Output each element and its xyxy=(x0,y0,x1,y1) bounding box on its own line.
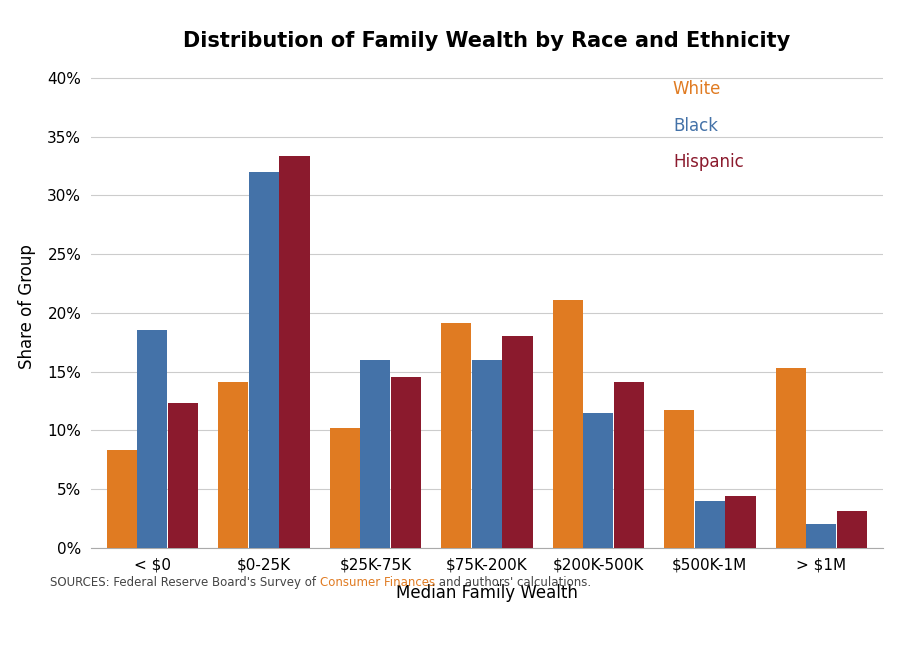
Bar xyxy=(664,411,694,548)
Bar xyxy=(248,172,278,548)
Bar xyxy=(329,428,359,548)
Bar xyxy=(168,403,198,548)
Bar xyxy=(502,337,532,548)
Bar xyxy=(137,331,167,548)
Text: White: White xyxy=(672,81,722,98)
Bar xyxy=(218,382,248,548)
Bar xyxy=(552,300,582,548)
Bar xyxy=(695,501,725,548)
Text: and authors' calculations.: and authors' calculations. xyxy=(435,576,592,589)
Text: Hispanic: Hispanic xyxy=(672,152,743,171)
Bar xyxy=(471,360,502,548)
Text: Federal Reserve Bank: Federal Reserve Bank xyxy=(20,626,204,640)
X-axis label: Median Family Wealth: Median Family Wealth xyxy=(396,583,578,602)
Bar xyxy=(725,496,755,548)
Bar xyxy=(837,512,867,548)
Bar xyxy=(106,450,136,548)
Text: Consumer Finances: Consumer Finances xyxy=(319,576,435,589)
Title: Distribution of Family Wealth by Race and Ethnicity: Distribution of Family Wealth by Race an… xyxy=(183,30,791,51)
Bar xyxy=(806,524,836,548)
Text: St. Louis: St. Louis xyxy=(220,626,298,640)
Text: Black: Black xyxy=(672,117,718,135)
Bar xyxy=(360,360,390,548)
Bar xyxy=(775,368,805,548)
Bar xyxy=(614,382,644,548)
Y-axis label: Share of Group: Share of Group xyxy=(18,244,36,370)
Bar xyxy=(583,412,613,548)
Bar xyxy=(391,378,421,548)
Bar xyxy=(441,323,471,548)
Text: SOURCES: Federal Reserve Board's Survey of: SOURCES: Federal Reserve Board's Survey … xyxy=(50,576,319,589)
Text: of: of xyxy=(204,626,220,640)
Bar xyxy=(279,156,309,548)
